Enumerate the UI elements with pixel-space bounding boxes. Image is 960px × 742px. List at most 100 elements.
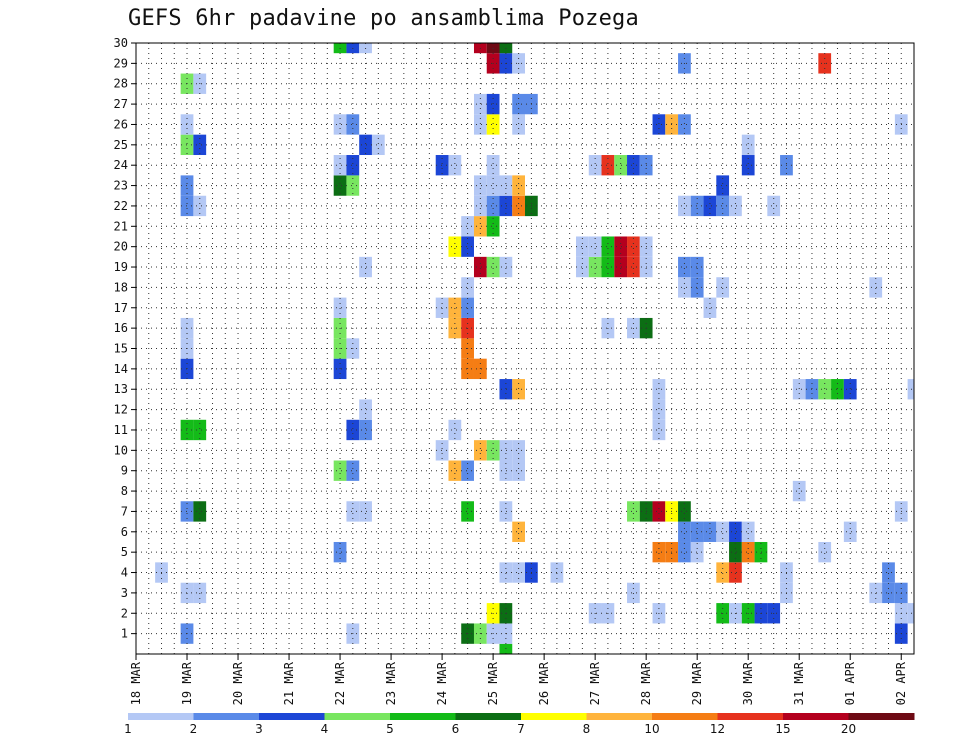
heatmap-cell (461, 501, 474, 522)
heatmap-cell (346, 114, 360, 135)
legend-swatch (128, 713, 194, 720)
legend-swatch (259, 713, 325, 720)
y-tick-label: 28 (114, 77, 128, 91)
heatmap-cell (716, 277, 730, 298)
heatmap-cell (741, 541, 755, 563)
heatmap-cell (435, 297, 449, 318)
y-tick-label: 1 (121, 627, 128, 641)
y-tick-label: 12 (114, 403, 128, 417)
heatmap-cell (690, 256, 704, 278)
y-tick-label: 14 (114, 362, 128, 376)
heatmap-cell (499, 440, 513, 461)
heatmap-cell (193, 501, 207, 522)
heatmap-cell (652, 379, 666, 400)
heatmap-cell (333, 114, 347, 135)
heatmap-cell (448, 419, 462, 441)
heatmap-cell (180, 501, 194, 522)
y-tick-label: 24 (114, 158, 128, 172)
heatmap-cell (346, 175, 360, 196)
heatmap-cell (359, 419, 372, 441)
x-tick-label: 22 MAR (333, 661, 347, 705)
heatmap-cell (512, 562, 525, 583)
heatmap-cell (359, 256, 372, 278)
x-tick-label: 25 MAR (486, 661, 500, 705)
heatmap-cell (180, 419, 194, 441)
heatmap-cell (499, 460, 513, 481)
legend-label: 5 (386, 722, 394, 736)
heatmap-cell (869, 277, 883, 298)
x-tick-label: 31 MAR (792, 661, 806, 705)
heatmap-cell (486, 93, 500, 115)
heatmap-cells (155, 43, 914, 654)
heatmap-cell (333, 175, 347, 196)
heatmap-cell (473, 175, 487, 196)
heatmap-cell (473, 195, 487, 217)
heatmap-cell (512, 379, 525, 400)
heatmap-cell (843, 521, 857, 542)
heatmap-cell (512, 114, 525, 135)
y-tick-label: 6 (121, 525, 128, 539)
y-tick-label: 8 (121, 484, 128, 498)
heatmap-cell (614, 155, 628, 176)
heatmap-cell (588, 155, 602, 176)
y-tick-label: 16 (114, 321, 128, 335)
legend-label: 3 (255, 722, 263, 736)
heatmap-cell (193, 419, 207, 441)
heatmap-cell (576, 256, 589, 278)
heatmap-cell (601, 155, 615, 176)
x-tick-label: 27 MAR (588, 661, 602, 705)
x-tick-label: 21 MAR (282, 661, 296, 705)
heatmap-cell (180, 582, 194, 604)
heatmap-cell (716, 521, 730, 542)
legend-swatch (783, 713, 849, 720)
heatmap-cell (461, 216, 474, 237)
legend-swatch (652, 713, 718, 720)
x-tick-label: 26 MAR (537, 661, 551, 705)
heatmap-cell (703, 297, 717, 318)
heatmap-cell (180, 195, 194, 217)
heatmap-cell (512, 440, 525, 461)
y-tick-label: 30 (114, 36, 128, 50)
heatmap-cell (435, 440, 449, 461)
heatmap-cell (499, 175, 513, 196)
x-tick-label: 24 MAR (435, 661, 449, 705)
legend-label: 1 (124, 722, 132, 736)
heatmap-cell (818, 379, 832, 400)
heatmap-cell (473, 93, 487, 115)
y-tick-label: 11 (114, 423, 128, 437)
heatmap-cell (499, 379, 513, 400)
heatmap-cell (461, 277, 474, 298)
heatmap-cell (359, 501, 372, 522)
x-tick-label: 01 APR (843, 661, 857, 705)
y-tick-label: 5 (121, 545, 128, 559)
color-legend: 1 2 3 4 5 6 7 8 10 12 15 20 (124, 713, 915, 736)
y-tick-label: 3 (121, 586, 128, 600)
heatmap-cell (818, 541, 832, 563)
heatmap-cell (333, 460, 347, 481)
heatmap-cell (512, 93, 525, 115)
heatmap-cell (193, 134, 207, 156)
y-tick-label: 17 (114, 301, 128, 315)
legend-swatch (586, 713, 653, 720)
heatmap-cell (499, 256, 513, 278)
heatmap-cell (690, 195, 704, 217)
y-tick-label: 26 (114, 117, 128, 131)
heatmap-cell (614, 256, 628, 278)
heatmap-cell (180, 134, 194, 156)
heatmap-cell (843, 379, 857, 400)
heatmap-cell (359, 134, 372, 156)
y-tick-label: 18 (114, 280, 128, 294)
legend-label: 12 (710, 722, 725, 736)
heatmap-cell (652, 419, 666, 441)
heatmap-cell (499, 501, 513, 522)
heatmap-cell (346, 419, 360, 441)
heatmap-cell (703, 195, 717, 217)
heatmap-cell (690, 277, 704, 298)
heatmap-cell (448, 297, 462, 318)
heatmap-cell (346, 501, 360, 522)
heatmap-cell (346, 155, 360, 176)
heatmap-cell (333, 297, 347, 318)
heatmap-cell (371, 134, 385, 156)
y-tick-label: 27 (114, 97, 128, 111)
